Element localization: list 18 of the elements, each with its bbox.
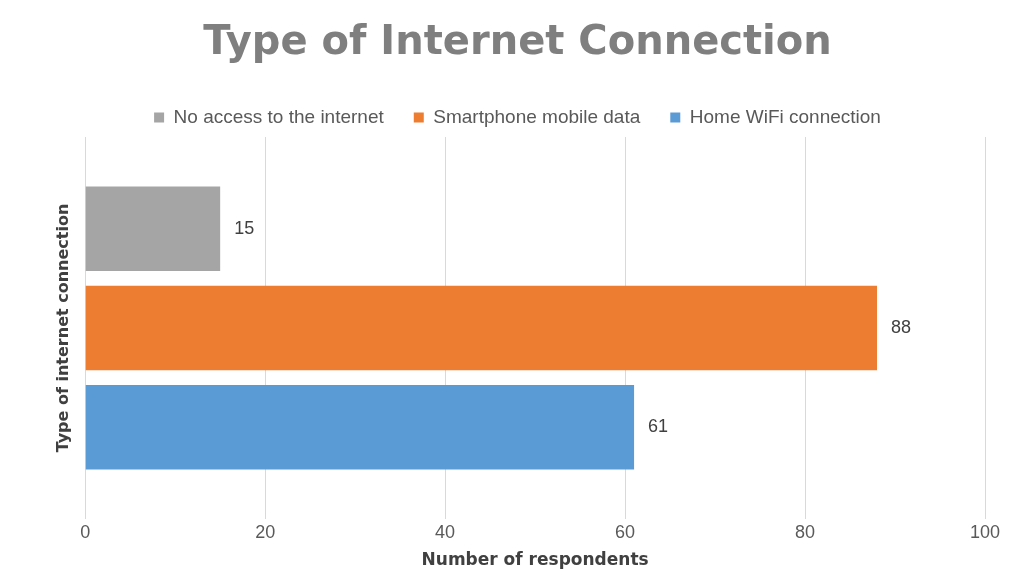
x-tick-label: 0: [80, 521, 91, 542]
x-tick-label: 100: [969, 521, 1001, 542]
legend-label: No access to the internet: [173, 105, 385, 127]
data-label: 15: [234, 217, 255, 238]
data-label: 88: [891, 316, 912, 337]
data-label: 61: [648, 416, 669, 437]
chart-title: Type of Internet Connection: [203, 17, 832, 64]
legend-label: Home WiFi connection: [689, 105, 881, 127]
x-tick-label: 60: [615, 521, 636, 542]
x-tick-label: 20: [255, 521, 276, 542]
bar: [85, 385, 635, 470]
x-tick-label: 80: [795, 521, 816, 542]
x-axis-title: Number of respondents: [421, 549, 649, 570]
bar: [85, 285, 878, 371]
y-axis-title: Type of internet connection: [52, 203, 72, 453]
bar: [85, 186, 221, 271]
legend-label: Smartphone mobile data: [433, 105, 641, 127]
x-tick-label: 40: [435, 521, 456, 542]
